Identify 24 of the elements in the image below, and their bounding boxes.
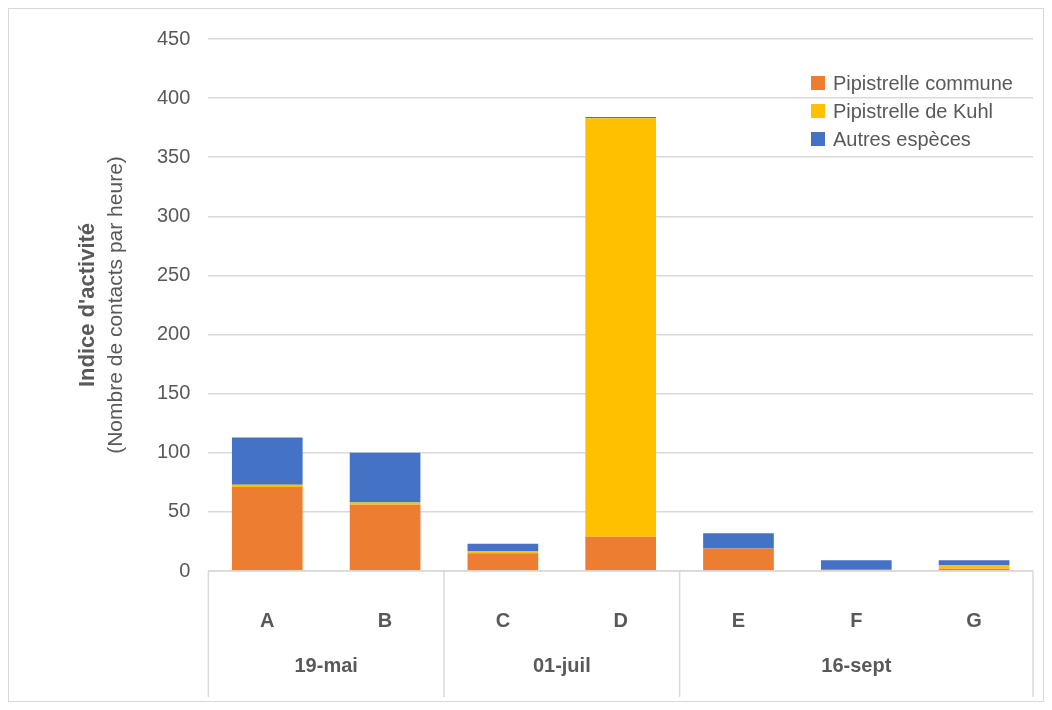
y-tick-label: 100: [156, 440, 191, 463]
x-tick-label: F: [850, 608, 863, 631]
y-tick-label: 250: [156, 262, 191, 285]
x-tick-label: C: [495, 608, 511, 631]
legend-label: Autres espèces: [832, 127, 971, 152]
text: 01-juil: [532, 653, 591, 676]
legend-label: Pipistrelle de Kuhl: [832, 99, 994, 124]
y-tick-label: 400: [156, 85, 191, 108]
y-tick-label: 450: [156, 26, 191, 49]
text: 19-mai: [294, 653, 358, 676]
x-tick-label: D: [613, 608, 628, 631]
x-tick-label: G: [966, 608, 982, 631]
y-tick-label: 0: [179, 558, 191, 581]
y-tick-label: 150: [156, 381, 191, 404]
x-tick-label: B: [377, 608, 393, 631]
legend-label: Pipistrelle commune: [832, 71, 1013, 96]
x-tick-label: A: [260, 608, 275, 631]
y-axis-title: Indice d'activité (Nombre de contacts par heure): [74, 156, 127, 454]
text: 16-sept: [821, 653, 892, 676]
y-tick-label: 200: [156, 322, 191, 345]
x-tick-label: E: [731, 608, 746, 631]
y-tick-label: 300: [156, 203, 191, 226]
y-tick-label: 50: [168, 499, 191, 522]
y-tick-label: 350: [156, 144, 191, 167]
